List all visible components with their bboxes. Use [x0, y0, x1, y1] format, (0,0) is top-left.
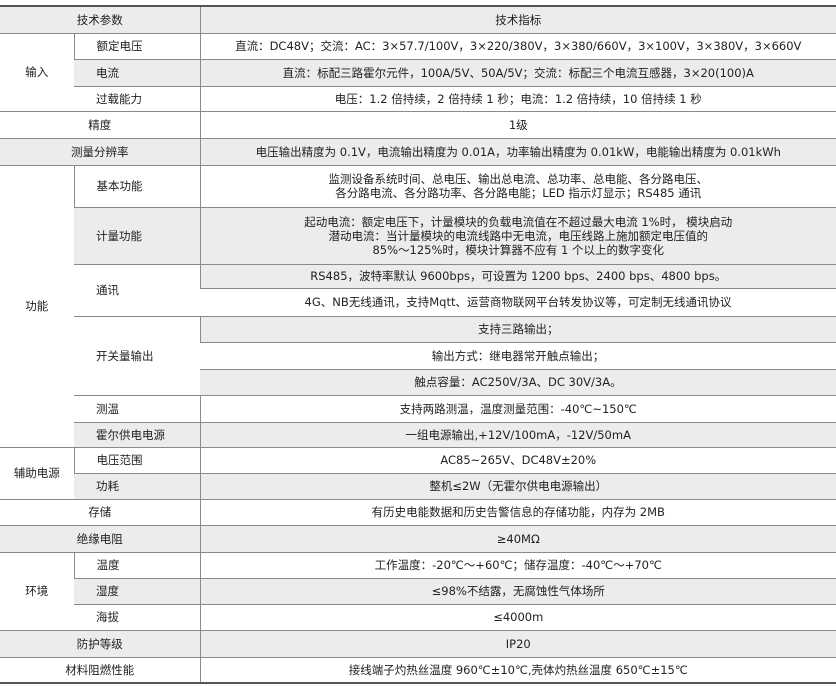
switch-output-label: 开关量输出 — [74, 315, 200, 396]
protection-value: IP20 — [199, 629, 836, 658]
function-label: 功能 — [0, 164, 74, 448]
altitude-value: ≤4000m — [199, 603, 836, 631]
voltage-range-value: AC85~265V、DC48V±20% — [199, 446, 836, 474]
hall-power-value: 一组电源输出,+12V/100mA，-12V/50mA — [199, 421, 836, 448]
temperature-value: 工作温度：-20℃～+60℃；储存温度：-40℃～+70℃ — [199, 551, 836, 579]
metering-label: 计量功能 — [74, 206, 200, 265]
overload-label: 过载能力 — [74, 85, 200, 112]
header-spec: 技术指标 — [199, 5, 836, 34]
basic-value: 监测设备系统时间、总电压、输出总电流、总功率、总电能、各分路电压、 各分路电流、各… — [199, 164, 836, 208]
insulation-value: ≥40MΩ — [199, 524, 836, 553]
rated-voltage-label: 额定电压 — [73, 32, 200, 60]
protection-label: 防护等级 — [0, 629, 200, 658]
humidity-label: 湿度 — [74, 577, 200, 605]
resolution-value: 电压输出精度为 0.1V，电流输出精度为 0.01A，功率输出精度为 0.01k… — [199, 137, 836, 166]
switch-output-2: 输出方式：继电器常开触点输出； — [200, 341, 836, 370]
storage-label: 存储 — [0, 498, 200, 526]
temp-measure-value: 支持两路测温，温度测量范围：-40℃~150℃ — [199, 394, 836, 423]
resolution-label: 测量分辨率 — [0, 137, 200, 166]
current-value: 直流：标配三路霍尔元件，100A/5V、50A/5V；交流：标配三个电流互感器，… — [199, 58, 836, 87]
insulation-label: 绝缘电阻 — [0, 524, 200, 553]
overload-value: 电压：1.2 倍持续，2 倍持续 1 秒；电流：1.2 倍持续，10 倍持续 1… — [199, 85, 836, 112]
accuracy-value: 1级 — [199, 110, 836, 139]
flame-label: 材料阻燃性能 — [0, 656, 200, 684]
flame-value: 接线端子灼热丝温度 960℃±10℃,壳体灼热丝温度 650℃±15℃ — [199, 656, 836, 684]
switch-output-3: 触点容量：AC250V/3A、DC 30V/3A。 — [200, 368, 836, 396]
consumption-label: 功耗 — [74, 472, 200, 500]
humidity-value: ≤98%不结露，无腐蚀性气体场所 — [199, 577, 836, 605]
input-label: 输入 — [0, 32, 74, 112]
temp-measure-label: 测温 — [74, 394, 200, 423]
metering-value: 起动电流：额定电压下，计量模块的负载电流值在不超过最大电流 1%时， 模块启动潜… — [199, 206, 836, 265]
switch-output-1: 支持三路输出； — [199, 315, 836, 343]
rated-voltage-value: 直流：DC48V；交流：AC：3×57.7/100V，3×220/380V，3×… — [199, 32, 836, 60]
current-label: 电流 — [74, 58, 200, 87]
comm-wireless: 4G、NB无线通讯，支持Mqtt、运营商物联网平台转发协议等，可定制无线通讯协议 — [200, 287, 836, 317]
altitude-label: 海拔 — [74, 603, 200, 631]
spec-table: 技术参数 技术指标 输入 额定电压 直流：DC48V；交流：AC：3×57.7/100… — [0, 5, 836, 684]
comm-label: 通讯 — [74, 263, 200, 317]
storage-value: 有历史电能数据和历史告警信息的存储功能，内存为 2MB — [199, 498, 836, 526]
consumption-value: 整机≤2W（无霍尔供电电源输出） — [199, 472, 836, 500]
comm-rs485: RS485，波特率默认 9600bps，可设置为 1200 bps、2400 b… — [199, 263, 836, 289]
temperature-label: 温度 — [73, 551, 200, 579]
environment-label: 环境 — [0, 551, 74, 631]
hall-power-label: 霍尔供电电源 — [74, 421, 200, 448]
aux-power-label: 辅助电源 — [0, 446, 74, 500]
header-param: 技术参数 — [0, 5, 200, 34]
basic-label: 基本功能 — [73, 164, 200, 208]
voltage-range-label: 电压范围 — [73, 446, 200, 474]
accuracy-label: 精度 — [0, 110, 200, 139]
